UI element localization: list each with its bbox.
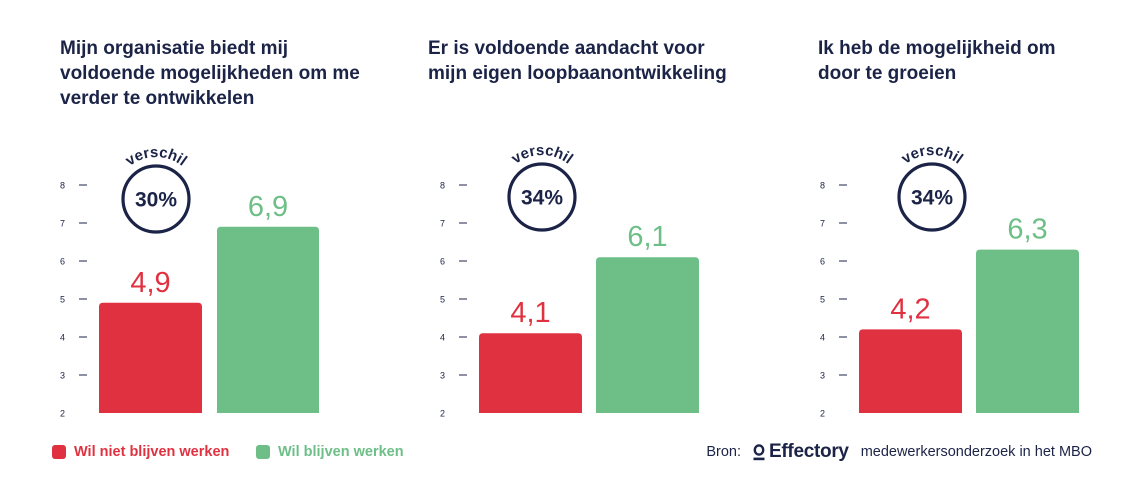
- bar-value-label: 4,9: [130, 267, 170, 299]
- effectory-logo: Effectory: [753, 441, 849, 463]
- y-tick-label: 5: [60, 295, 65, 305]
- bar-value-label: 6,1: [627, 221, 667, 253]
- legend-label-niet: Wil niet blijven werken: [74, 444, 230, 460]
- y-tick-label: 6: [820, 257, 825, 267]
- y-tick-label: 5: [440, 295, 445, 305]
- difference-badge-circle: [897, 162, 967, 232]
- bar-wel: [596, 257, 699, 413]
- legend-swatch-niet: [52, 445, 66, 459]
- y-tick-label: 8: [60, 181, 65, 191]
- bar-wel: [976, 249, 1079, 413]
- y-tick-label: 2: [60, 409, 65, 419]
- legend-item-niet: Wil niet blijven werken: [52, 441, 229, 463]
- bar-wel: [217, 226, 319, 413]
- bar-value-label: 4,1: [510, 297, 550, 329]
- y-tick-label: 7: [440, 219, 445, 229]
- effectory-logo-icon: [753, 443, 765, 461]
- difference-badge-value: 30%: [135, 189, 177, 212]
- chart-title: Mijn organisatie biedt mij voldoende mog…: [60, 38, 360, 109]
- y-tick-label: 6: [440, 257, 445, 267]
- y-tick-label: 6: [60, 257, 65, 267]
- difference-badge-circle: [507, 162, 577, 232]
- y-tick-label: 2: [440, 409, 445, 419]
- y-tick-label: 4: [60, 333, 65, 343]
- bar-niet: [479, 333, 582, 413]
- y-tick-label: 3: [60, 371, 65, 381]
- y-tick-label: 8: [820, 181, 825, 191]
- legend-swatch-wel: [256, 445, 270, 459]
- legend-label-wel: Wil blijven werken: [278, 444, 404, 460]
- chart-panel-2: Er is voldoende aandacht voor mijn eigen…: [380, 0, 760, 430]
- bar-value-label: 6,3: [1007, 214, 1047, 246]
- y-tick-label: 3: [820, 371, 825, 381]
- chart-panel-3: Ik heb de mogelijkheid om door te groeie…: [760, 0, 1140, 430]
- difference-badge-value: 34%: [521, 187, 563, 210]
- bar-niet: [99, 302, 202, 413]
- effectory-logo-text: Effectory: [769, 441, 849, 462]
- y-tick-label: 2: [820, 409, 825, 419]
- y-tick-label: 4: [820, 333, 825, 343]
- y-tick-label: 3: [440, 371, 445, 381]
- bar-niet: [859, 329, 962, 413]
- difference-badge-value: 34%: [911, 187, 953, 210]
- legend-item-wel: Wil blijven werken: [256, 441, 404, 463]
- bar-value-label: 6,9: [248, 191, 288, 223]
- y-tick-label: 7: [820, 219, 825, 229]
- source-prefix: Bron:: [706, 444, 742, 460]
- bar-value-label: 4,2: [890, 293, 930, 325]
- y-tick-label: 4: [440, 333, 445, 343]
- y-tick-label: 5: [820, 295, 825, 305]
- y-tick-label: 8: [440, 181, 445, 191]
- chart-title: Er is voldoende aandacht voor mijn eigen…: [428, 38, 727, 84]
- source-line: Bron: Effectory medewerkersonderzoek in …: [706, 440, 1092, 464]
- chart-panel-1: Mijn organisatie biedt mij voldoende mog…: [0, 0, 380, 430]
- chart-title: Ik heb de mogelijkheid om door te groeie…: [818, 38, 1056, 84]
- y-tick-label: 7: [60, 219, 65, 229]
- source-suffix: medewerkersonderzoek in het MBO: [860, 444, 1092, 460]
- difference-badge-circle: [121, 164, 191, 234]
